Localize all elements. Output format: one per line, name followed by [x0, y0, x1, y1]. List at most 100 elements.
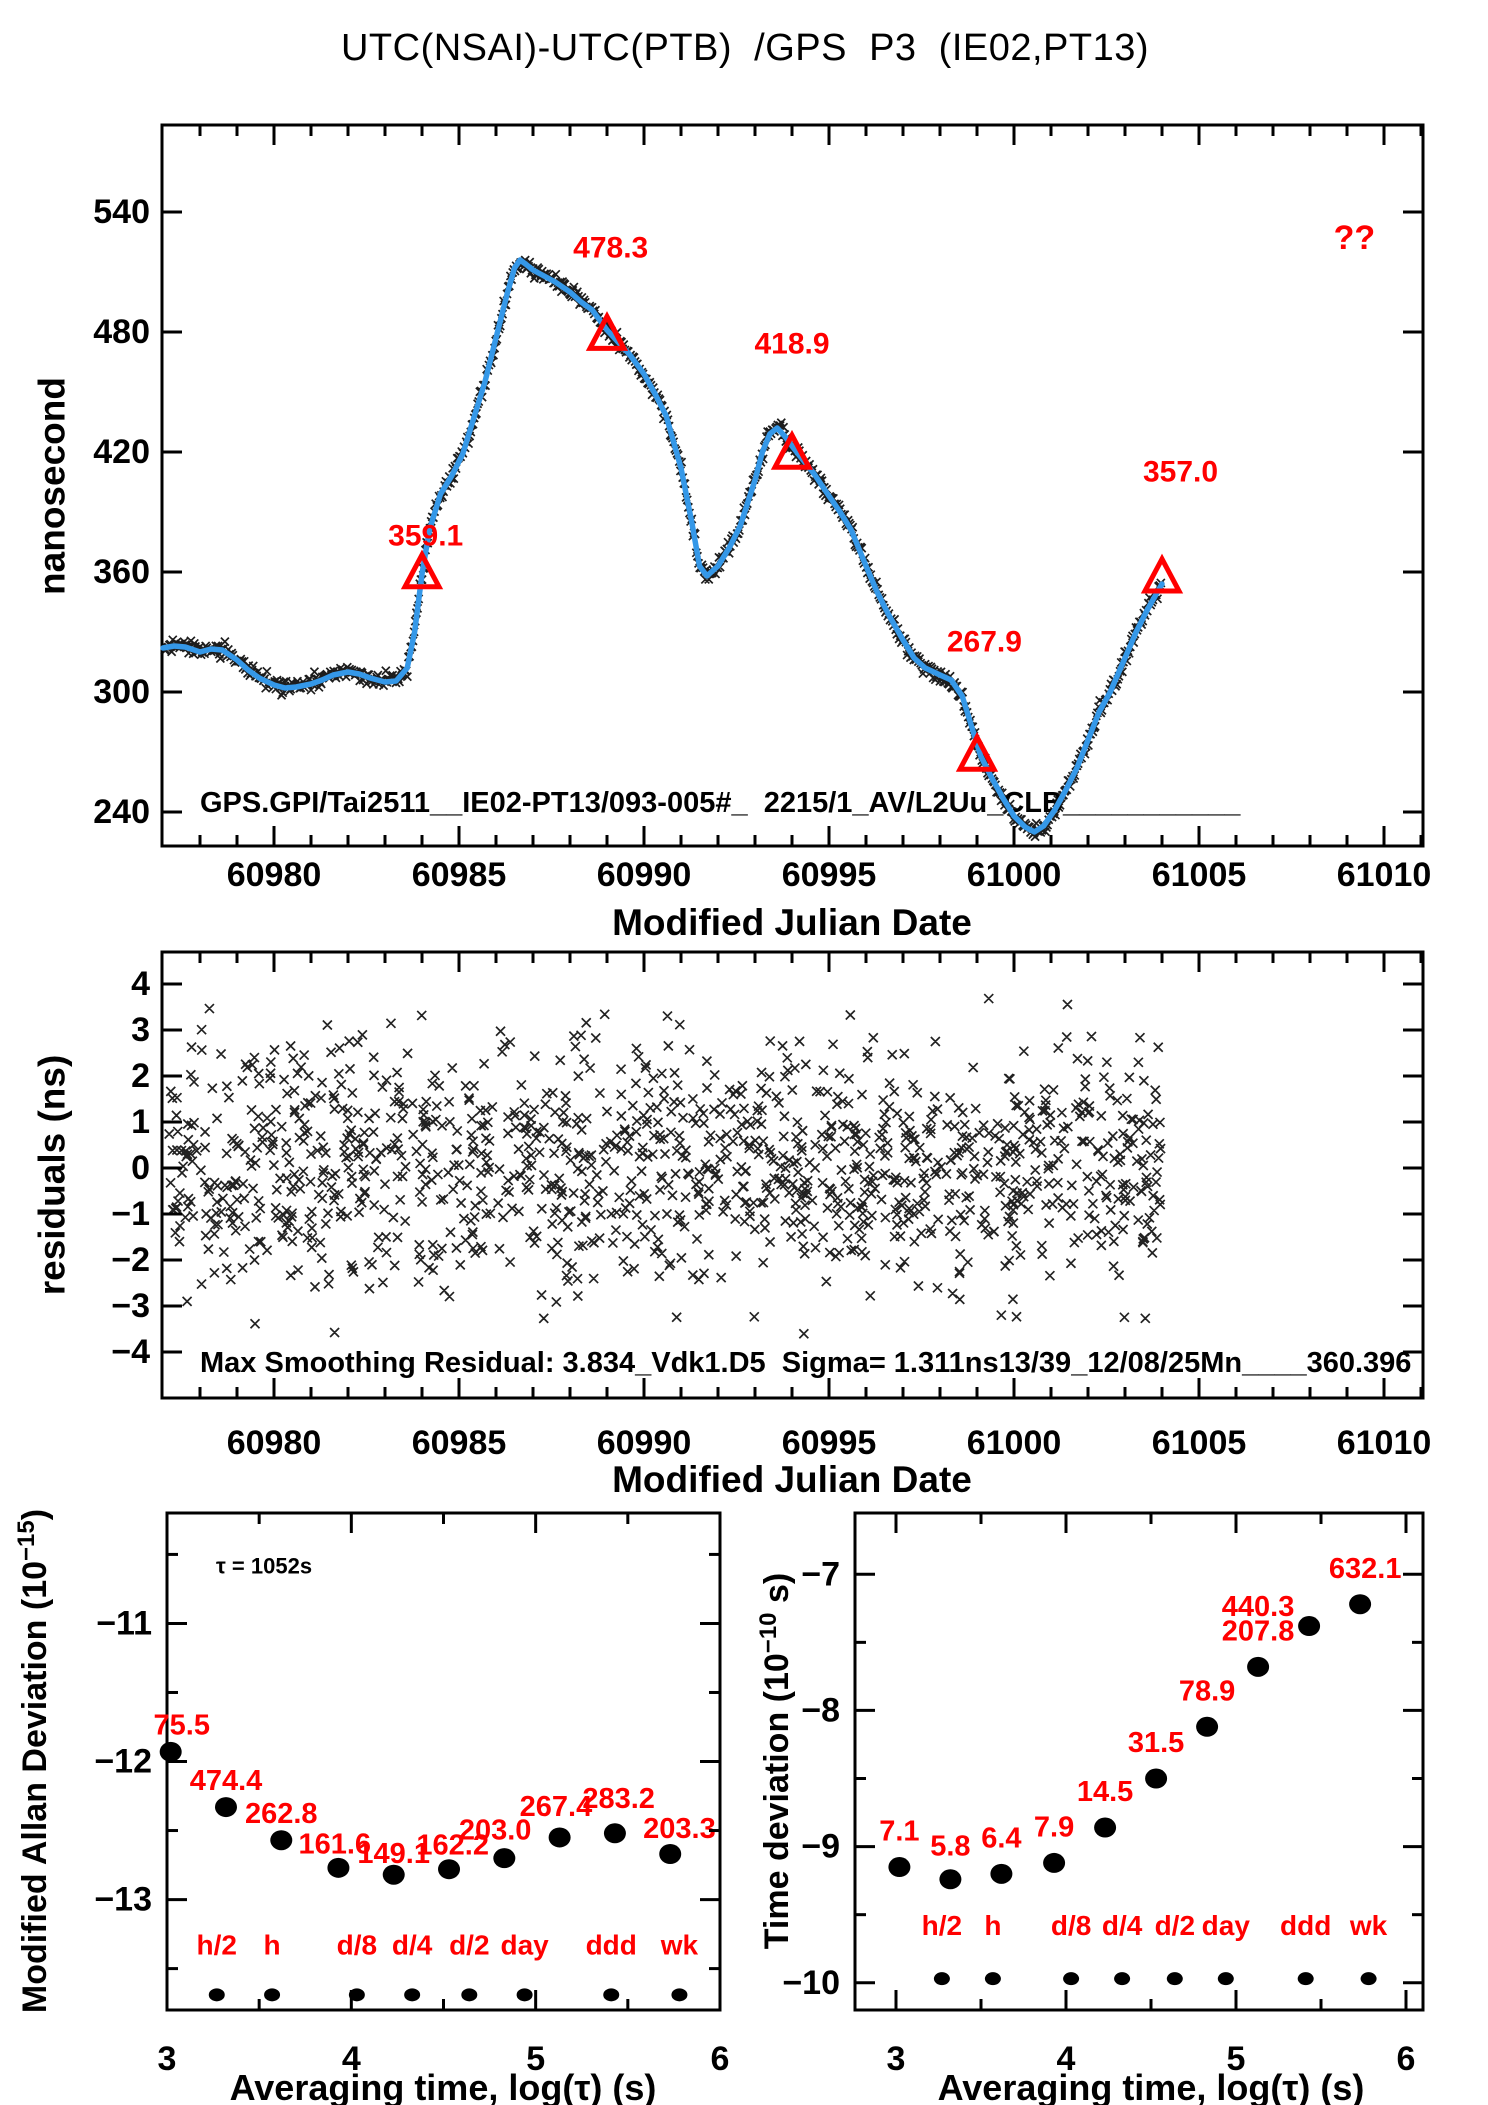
- data-dot: [214, 1797, 237, 1818]
- data-dot: [1145, 1768, 1168, 1789]
- point-value-label: 207.8: [1222, 1615, 1295, 1647]
- tau-interval-dot: [1166, 1972, 1183, 1986]
- x-axis-title: Modified Julian Date: [612, 1459, 972, 1500]
- tau-interval-label: h/2: [922, 1910, 962, 1941]
- x-tick-label: 60995: [782, 1424, 877, 1462]
- y-tick-label: 540: [93, 193, 150, 231]
- tau-interval-dot: [1063, 1972, 1080, 1986]
- panel-residuals: Max Smoothing Residual: 3.834_Vdk1.D5 Si…: [32, 950, 1432, 1500]
- data-dot: [548, 1827, 571, 1848]
- x-tick-label: 60980: [227, 856, 322, 894]
- tau-annotation: τ = 1052s: [216, 1554, 312, 1579]
- point-value-label: 75.5: [154, 1710, 210, 1742]
- data-dot: [1247, 1656, 1270, 1677]
- point-value-label: 161.6: [298, 1828, 371, 1860]
- x-tick-label: 60985: [412, 1424, 507, 1462]
- tau-interval-label: d/2: [1155, 1910, 1195, 1941]
- data-dot: [888, 1857, 911, 1878]
- tau-interval-dot: [404, 1988, 421, 2002]
- point-value-label: 440.3: [1222, 1591, 1295, 1623]
- data-dot: [939, 1869, 962, 1890]
- y-tick-label: 420: [93, 433, 150, 471]
- y-tick-label: 240: [93, 793, 150, 831]
- y-tick-label: −11: [96, 1604, 152, 1642]
- y-tick-label: 1: [131, 1103, 150, 1141]
- calibration-triangle: [585, 311, 629, 351]
- tau-interval-label: h: [984, 1910, 1001, 1941]
- y-tick-label: −8: [801, 1691, 840, 1729]
- point-value-label: 203.3: [643, 1813, 716, 1845]
- data-dot: [493, 1848, 516, 1869]
- point-value-label: 262.8: [245, 1798, 318, 1830]
- y-tick-label: −13: [94, 1881, 152, 1919]
- point-value-label: 149.1: [357, 1838, 430, 1870]
- chart-title: UTC(NSAI)-UTC(PTB) /GPS P3 (IE02,PT13): [340, 27, 1150, 69]
- residual-scatter: [164, 993, 1166, 1339]
- x-axis-title: Modified Julian Date: [612, 902, 972, 943]
- x-tick-label: 61005: [1152, 1424, 1247, 1462]
- tau-interval-label: d/8: [1051, 1910, 1091, 1941]
- x-tick-label: 4: [342, 2040, 361, 2078]
- y-axis-title: nanosecond: [32, 377, 73, 595]
- tau-interval-label: day: [1202, 1910, 1251, 1941]
- x-tick-label: 5: [526, 2040, 545, 2078]
- data-dot: [659, 1844, 682, 1865]
- x-tick-label: 3: [887, 2040, 906, 2078]
- data-dot: [1043, 1852, 1066, 1873]
- panel-mdev-frame: [165, 1511, 722, 2012]
- tau-interval-label: wk: [1349, 1910, 1388, 1941]
- x-tick-label: 6: [1397, 2040, 1416, 2078]
- y-tick-label: 2: [131, 1057, 150, 1095]
- calibration-triangle: [955, 731, 999, 772]
- tau-interval-label: day: [500, 1930, 549, 1961]
- y-tick-label: −7: [801, 1555, 840, 1593]
- tau-interval-label: ddd: [1280, 1910, 1331, 1941]
- tau-interval-dot: [933, 1972, 950, 1986]
- tau-interval-label: h: [264, 1930, 281, 1961]
- tau-interval-label: d/8: [337, 1930, 377, 1961]
- y-tick-label: −1: [111, 1195, 150, 1233]
- data-dot: [327, 1857, 350, 1878]
- y-axis-title: residuals (ns): [32, 1055, 73, 1296]
- x-tick-label: 61010: [1337, 1424, 1432, 1462]
- tau-interval-dot: [516, 1988, 533, 2002]
- x-tick-label: 60980: [227, 1424, 322, 1462]
- tau-interval-dot: [264, 1988, 281, 2002]
- y-tick-label: 360: [93, 553, 150, 591]
- data-dot: [159, 1741, 182, 1762]
- point-value-label: 14.5: [1077, 1776, 1133, 1808]
- y-tick-label: −4: [111, 1333, 150, 1371]
- calibration-triangle: [400, 549, 444, 590]
- y-tick-label: −12: [94, 1743, 152, 1781]
- x-tick-label: 5: [1227, 2040, 1246, 2078]
- tau-interval-dot: [348, 1988, 365, 2002]
- y-tick-label: −3: [111, 1287, 150, 1325]
- data-dot: [603, 1823, 626, 1844]
- tau-interval-label: wk: [660, 1930, 699, 1961]
- triangle-value-label: 267.9: [947, 626, 1022, 659]
- smoothed-curve: [160, 257, 1165, 835]
- phase-annotation: GPS.GPI/Tai2511__IE02-PT13/093-005#_ 221…: [200, 787, 1241, 819]
- triangle-value-label: 478.3: [573, 232, 648, 265]
- triangle-value-label: 418.9: [754, 328, 829, 361]
- x-tick-label: 61005: [1152, 856, 1247, 894]
- data-dot: [990, 1863, 1013, 1884]
- point-value-label: 267.4: [520, 1791, 593, 1823]
- panel-phase-frame: [160, 123, 1425, 848]
- data-dot: [270, 1830, 293, 1851]
- tau-interval-label: d/4: [1102, 1910, 1143, 1941]
- tau-interval-dot: [1297, 1972, 1314, 1986]
- point-value-label: 5.8: [930, 1831, 970, 1863]
- data-dot: [382, 1864, 405, 1885]
- tau-interval-dot: [984, 1972, 1001, 1986]
- y-axis-title: Time deviation (10−10 s): [755, 1573, 796, 1949]
- tau-interval-dot: [1114, 1972, 1131, 1986]
- y-axis-title: Modified Allan Deviation (10−15): [13, 1509, 54, 2013]
- tau-interval-dot: [603, 1988, 620, 2002]
- y-tick-label: 300: [93, 673, 150, 711]
- tau-interval-dot: [671, 1988, 688, 2002]
- x-tick-label: 6: [711, 2040, 730, 2078]
- point-value-label: 7.1: [879, 1816, 919, 1848]
